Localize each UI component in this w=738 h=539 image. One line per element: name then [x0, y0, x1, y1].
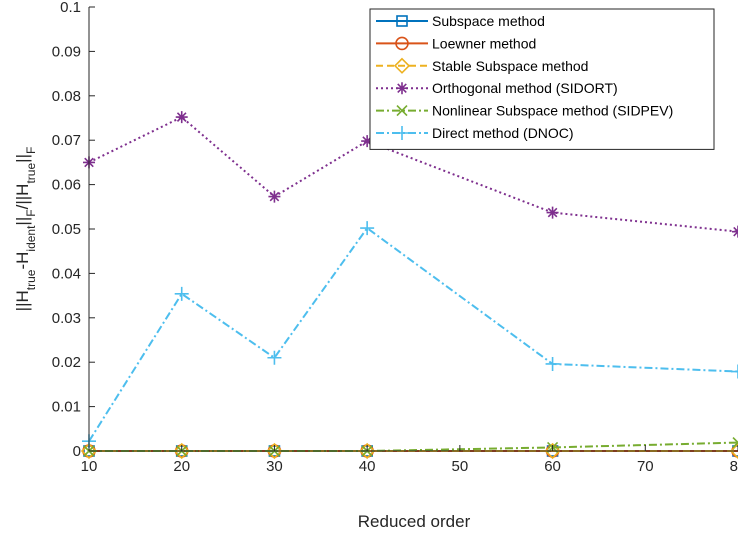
legend-label: Stable Subspace method — [432, 58, 588, 74]
x-tick-label: 80 — [730, 458, 738, 475]
y-tick-label: 0.07 — [52, 132, 81, 149]
legend-entry: Direct method (DNOC) — [376, 125, 574, 141]
legend-entry: Subspace method — [376, 13, 545, 29]
data-point — [545, 356, 560, 371]
data-point — [361, 135, 374, 148]
y-label-part: ||H — [13, 290, 32, 311]
x-tick-label: 40 — [359, 458, 376, 475]
data-point — [546, 206, 559, 219]
x-tick-label: 70 — [637, 458, 654, 475]
data-point — [729, 442, 738, 460]
x-tick-label: 60 — [544, 458, 561, 475]
data-point — [174, 286, 189, 301]
y-tick-label: 0.02 — [52, 354, 81, 371]
data-point — [80, 442, 98, 460]
series-line — [88, 116, 738, 233]
y-tick-label: 0.01 — [52, 399, 81, 416]
data-point — [173, 442, 190, 460]
y-tick-label: 0.08 — [52, 88, 81, 105]
legend-label: Orthogonal method (SIDORT) — [432, 80, 618, 96]
legend-marker — [396, 105, 408, 117]
y-label-part: /||H — [13, 184, 32, 210]
legend-label: Nonlinear Subspace method (SIDPEV) — [432, 103, 673, 119]
y-axis-label: ||Htrue-Hident||F/||Htrue||F — [13, 147, 38, 312]
legend-marker — [395, 36, 409, 51]
data-point — [359, 442, 376, 460]
data-point — [731, 364, 738, 379]
y-label-subscript: F — [24, 209, 38, 216]
legend-entry: Nonlinear Subspace method (SIDPEV) — [376, 103, 673, 119]
legend-entry: Stable Subspace method — [376, 57, 588, 74]
data-point — [267, 350, 282, 365]
y-tick-label: 0.1 — [60, 0, 81, 16]
x-tick-label: 10 — [81, 458, 98, 475]
data-point — [360, 221, 375, 236]
y-label-subscript: true — [24, 163, 38, 184]
y-tick-label: 0.09 — [52, 43, 81, 60]
y-label-part: || — [13, 217, 32, 226]
y-tick-label: 0.06 — [52, 177, 81, 194]
legend-marker — [393, 57, 411, 74]
legend-label: Loewner method — [432, 35, 536, 51]
y-label-part: -H — [13, 252, 32, 270]
legend-label: Subspace method — [432, 13, 545, 29]
legend: Subspace method Loewner method Stable Subs… — [369, 8, 715, 150]
legend-entry: Loewner method — [376, 35, 536, 51]
y-tick-label: 0.05 — [52, 221, 81, 238]
legend-marker — [396, 82, 408, 95]
data-point — [175, 111, 188, 124]
data-point — [268, 190, 281, 203]
x-tick-label: 50 — [452, 458, 469, 475]
data-point — [732, 436, 738, 449]
y-tick-label: 0.04 — [52, 265, 81, 282]
x-axis-label: Reduced order — [358, 512, 471, 531]
data-point — [544, 442, 561, 460]
y-tick-label: 0.03 — [52, 310, 81, 327]
legend-marker — [396, 15, 408, 27]
legend-label: Direct method (DNOC) — [432, 125, 574, 141]
legend-entry: Orthogonal method (SIDORT) — [376, 80, 618, 96]
tick-layer: 10 20 30 40 50 60 70 80 0 0.01 0.02 0.03 0.04 0.05 0.0… — [52, 0, 738, 475]
legend-box — [369, 8, 715, 150]
y-label-subscript: F — [24, 147, 38, 154]
legend-marker — [395, 126, 409, 140]
series-line — [88, 227, 738, 442]
y-label-subscript: ident — [24, 225, 38, 252]
y-tick-label: 0 — [73, 443, 81, 460]
x-tick-label: 20 — [173, 458, 190, 475]
y-label-subscript: true — [24, 269, 38, 290]
x-tick-label: 30 — [266, 458, 283, 475]
y-label-part: || — [13, 154, 32, 163]
data-point — [266, 442, 283, 460]
